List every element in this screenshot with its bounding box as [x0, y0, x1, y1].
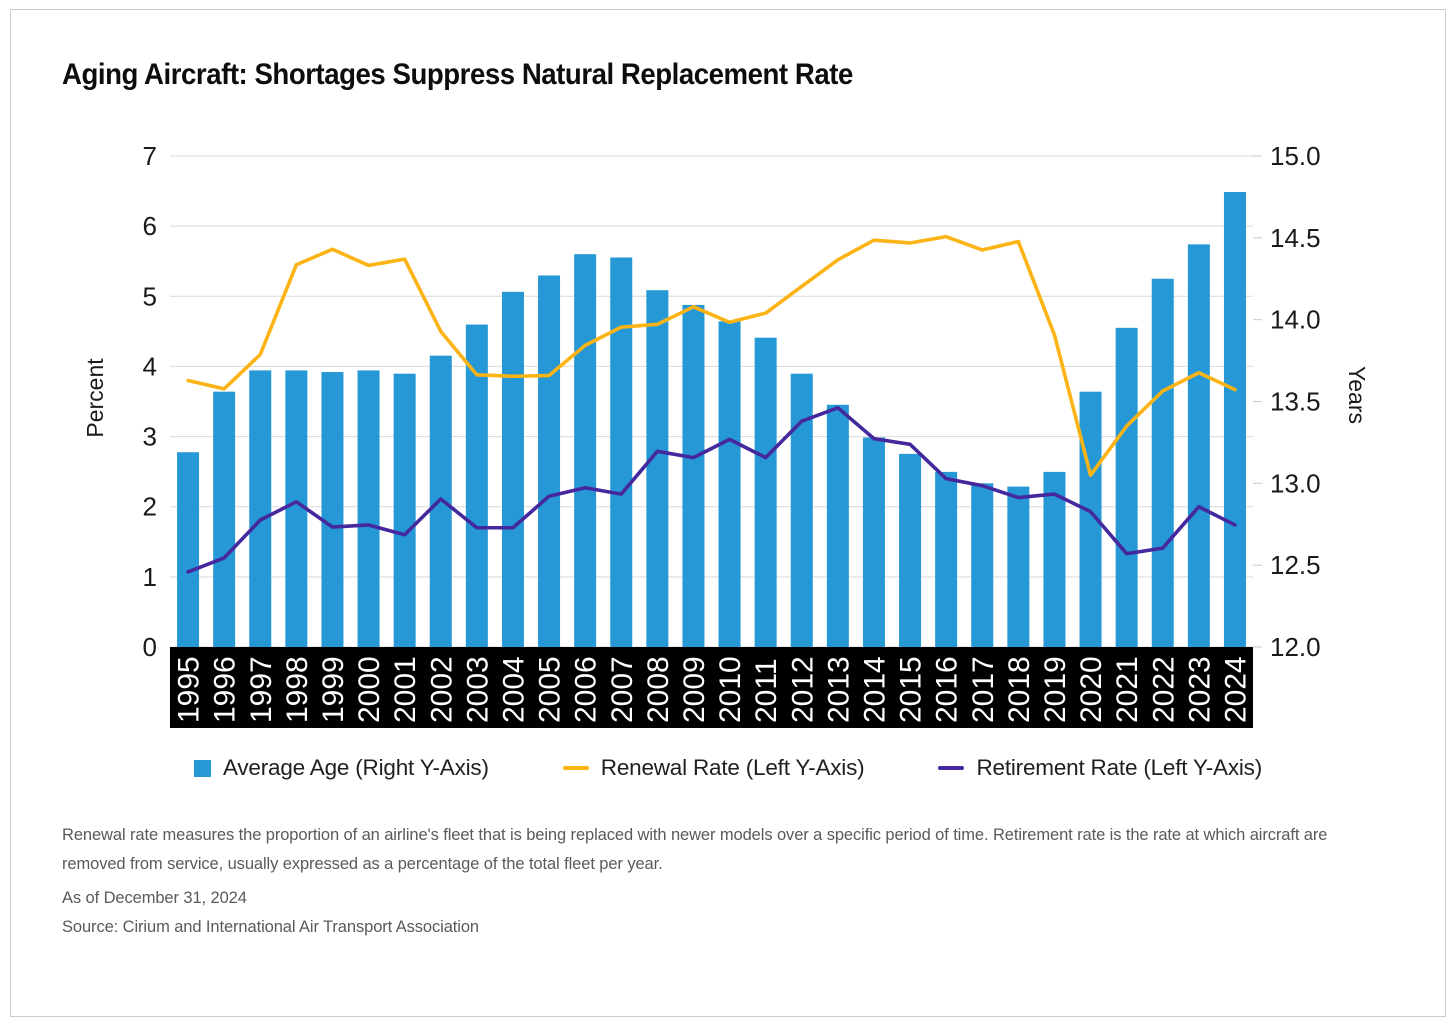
x-label-2017: 2017	[967, 656, 1000, 723]
bar-2008	[646, 290, 669, 647]
x-label-2004: 2004	[497, 656, 530, 723]
line-series	[186, 234, 1237, 574]
left-tick-5: 5	[143, 281, 157, 311]
bar-1998	[285, 370, 308, 647]
bar-2014	[862, 437, 885, 647]
bar-2005	[538, 275, 561, 647]
legend: Average Age (Right Y-Axis) Renewal Rate …	[0, 755, 1456, 781]
left-tick-1: 1	[143, 562, 157, 592]
left-tick-0: 0	[143, 632, 157, 662]
bar-1995	[177, 452, 200, 647]
bar-2004	[501, 291, 524, 647]
x-label-2005: 2005	[534, 656, 567, 723]
x-band-rect	[170, 647, 1253, 728]
x-label-2007: 2007	[606, 656, 639, 723]
bar-1996	[213, 391, 236, 647]
bar-2018	[1007, 486, 1030, 647]
left-tick-6: 6	[143, 211, 157, 241]
x-label-2023: 2023	[1183, 656, 1216, 723]
bar-2024	[1223, 192, 1246, 648]
x-label-2008: 2008	[642, 656, 675, 723]
right-tick-12.0: 12.0	[1270, 632, 1321, 662]
right-tick-13.0: 13.0	[1270, 468, 1321, 498]
average-age-swatch-icon	[193, 759, 211, 777]
x-label-2006: 2006	[570, 656, 603, 723]
x-label-2015: 2015	[895, 656, 928, 723]
axis-tick-labels: 0 1 2 3 4 5 6 7 12.0 12.5 13.0 13.5 14.0 14.5 15.0	[143, 141, 1321, 662]
combo-chart: Percent Years 1995 1996 1997 1998 1999 2000 20…	[82, 141, 1370, 728]
legend-label-average-age: Average Age (Right Y-Axis)	[222, 755, 489, 780]
footnotes: Renewal rate measures the proportion of …	[62, 821, 1390, 946]
left-tick-3: 3	[143, 422, 157, 452]
right-tick-15.0: 15.0	[1270, 141, 1321, 171]
chart-title: Aging Aircraft: Shortages Suppress Natur…	[62, 58, 853, 91]
x-label-2009: 2009	[678, 656, 711, 723]
retirement-rate-left-y-axis-line	[186, 406, 1237, 574]
legend-item-renewal-rate: Renewal Rate (Left Y-Axis)	[562, 755, 865, 781]
renewal-rate-left-y-axis-line	[186, 234, 1237, 477]
x-label-2022: 2022	[1147, 656, 1180, 723]
bar-1997	[249, 370, 272, 647]
bar-2019	[1043, 471, 1066, 647]
x-label-2002: 2002	[425, 656, 458, 723]
right-tick-14.0: 14.0	[1270, 305, 1321, 335]
x-label-2018: 2018	[1003, 656, 1036, 723]
x-label-2013: 2013	[822, 656, 855, 723]
bar-2006	[574, 254, 597, 647]
x-label-2011: 2011	[750, 658, 783, 723]
renewal-rate-swatch-icon	[562, 766, 589, 770]
retirement-rate-swatch-icon	[938, 766, 965, 770]
right-tick-13.5: 13.5	[1270, 387, 1321, 417]
right-tick-14.5: 14.5	[1270, 223, 1321, 253]
bar-2001	[393, 373, 416, 647]
x-label-2024: 2024	[1219, 656, 1252, 723]
x-label-1999: 1999	[317, 656, 350, 723]
bar-2010	[718, 321, 741, 647]
x-label-1995: 1995	[173, 656, 206, 723]
x-label-2003: 2003	[461, 656, 494, 723]
legend-label-retirement-rate: Retirement Rate (Left Y-Axis)	[976, 755, 1263, 780]
footnote-as-of: As of December 31, 2024	[62, 889, 247, 907]
x-label-2014: 2014	[858, 656, 891, 723]
footnote-description: Renewal rate measures the proportion of …	[62, 826, 1328, 873]
footnote-source: Source: Cirium and International Air Tra…	[62, 917, 479, 936]
x-label-2021: 2021	[1111, 656, 1144, 723]
x-label-2000: 2000	[353, 656, 386, 723]
bar-2003	[465, 324, 488, 647]
left-tick-4: 4	[143, 351, 157, 381]
bar-2016	[935, 471, 958, 647]
left-axis-title: Percent	[82, 358, 108, 438]
bar-2012	[790, 373, 813, 647]
x-label-2012: 2012	[786, 656, 819, 723]
bar-2022	[1151, 278, 1174, 647]
x-label-1998: 1998	[281, 656, 314, 723]
bar-2000	[357, 370, 380, 647]
bar-series	[177, 192, 1246, 648]
bar-2011	[754, 337, 777, 647]
bar-2013	[826, 404, 849, 647]
x-label-1996: 1996	[209, 656, 242, 723]
legend-item-average-age: Average Age (Right Y-Axis)	[193, 755, 489, 781]
legend-item-retirement-rate: Retirement Rate (Left Y-Axis)	[938, 755, 1262, 781]
bar-2015	[899, 453, 922, 647]
right-tick-12.5: 12.5	[1270, 550, 1321, 580]
bar-2009	[682, 304, 705, 647]
x-label-2010: 2010	[714, 656, 747, 723]
left-tick-7: 7	[143, 141, 157, 171]
left-tick-2: 2	[143, 492, 157, 522]
bar-2017	[971, 483, 994, 647]
x-label-2016: 2016	[931, 656, 964, 723]
bar-1999	[321, 372, 344, 647]
bar-2007	[610, 257, 633, 647]
x-label-2020: 2020	[1075, 656, 1108, 723]
legend-label-renewal-rate: Renewal Rate (Left Y-Axis)	[600, 755, 865, 780]
bar-2023	[1187, 244, 1210, 647]
x-axis-band: 1995 1996 1997 1998 1999 2000 2001 2002 2003 2004…	[170, 647, 1253, 728]
x-label-2019: 2019	[1039, 656, 1072, 723]
bar-2021	[1115, 327, 1138, 647]
x-label-2001: 2001	[389, 656, 422, 723]
right-axis-title: Years	[1344, 366, 1370, 424]
x-label-1997: 1997	[245, 656, 278, 723]
